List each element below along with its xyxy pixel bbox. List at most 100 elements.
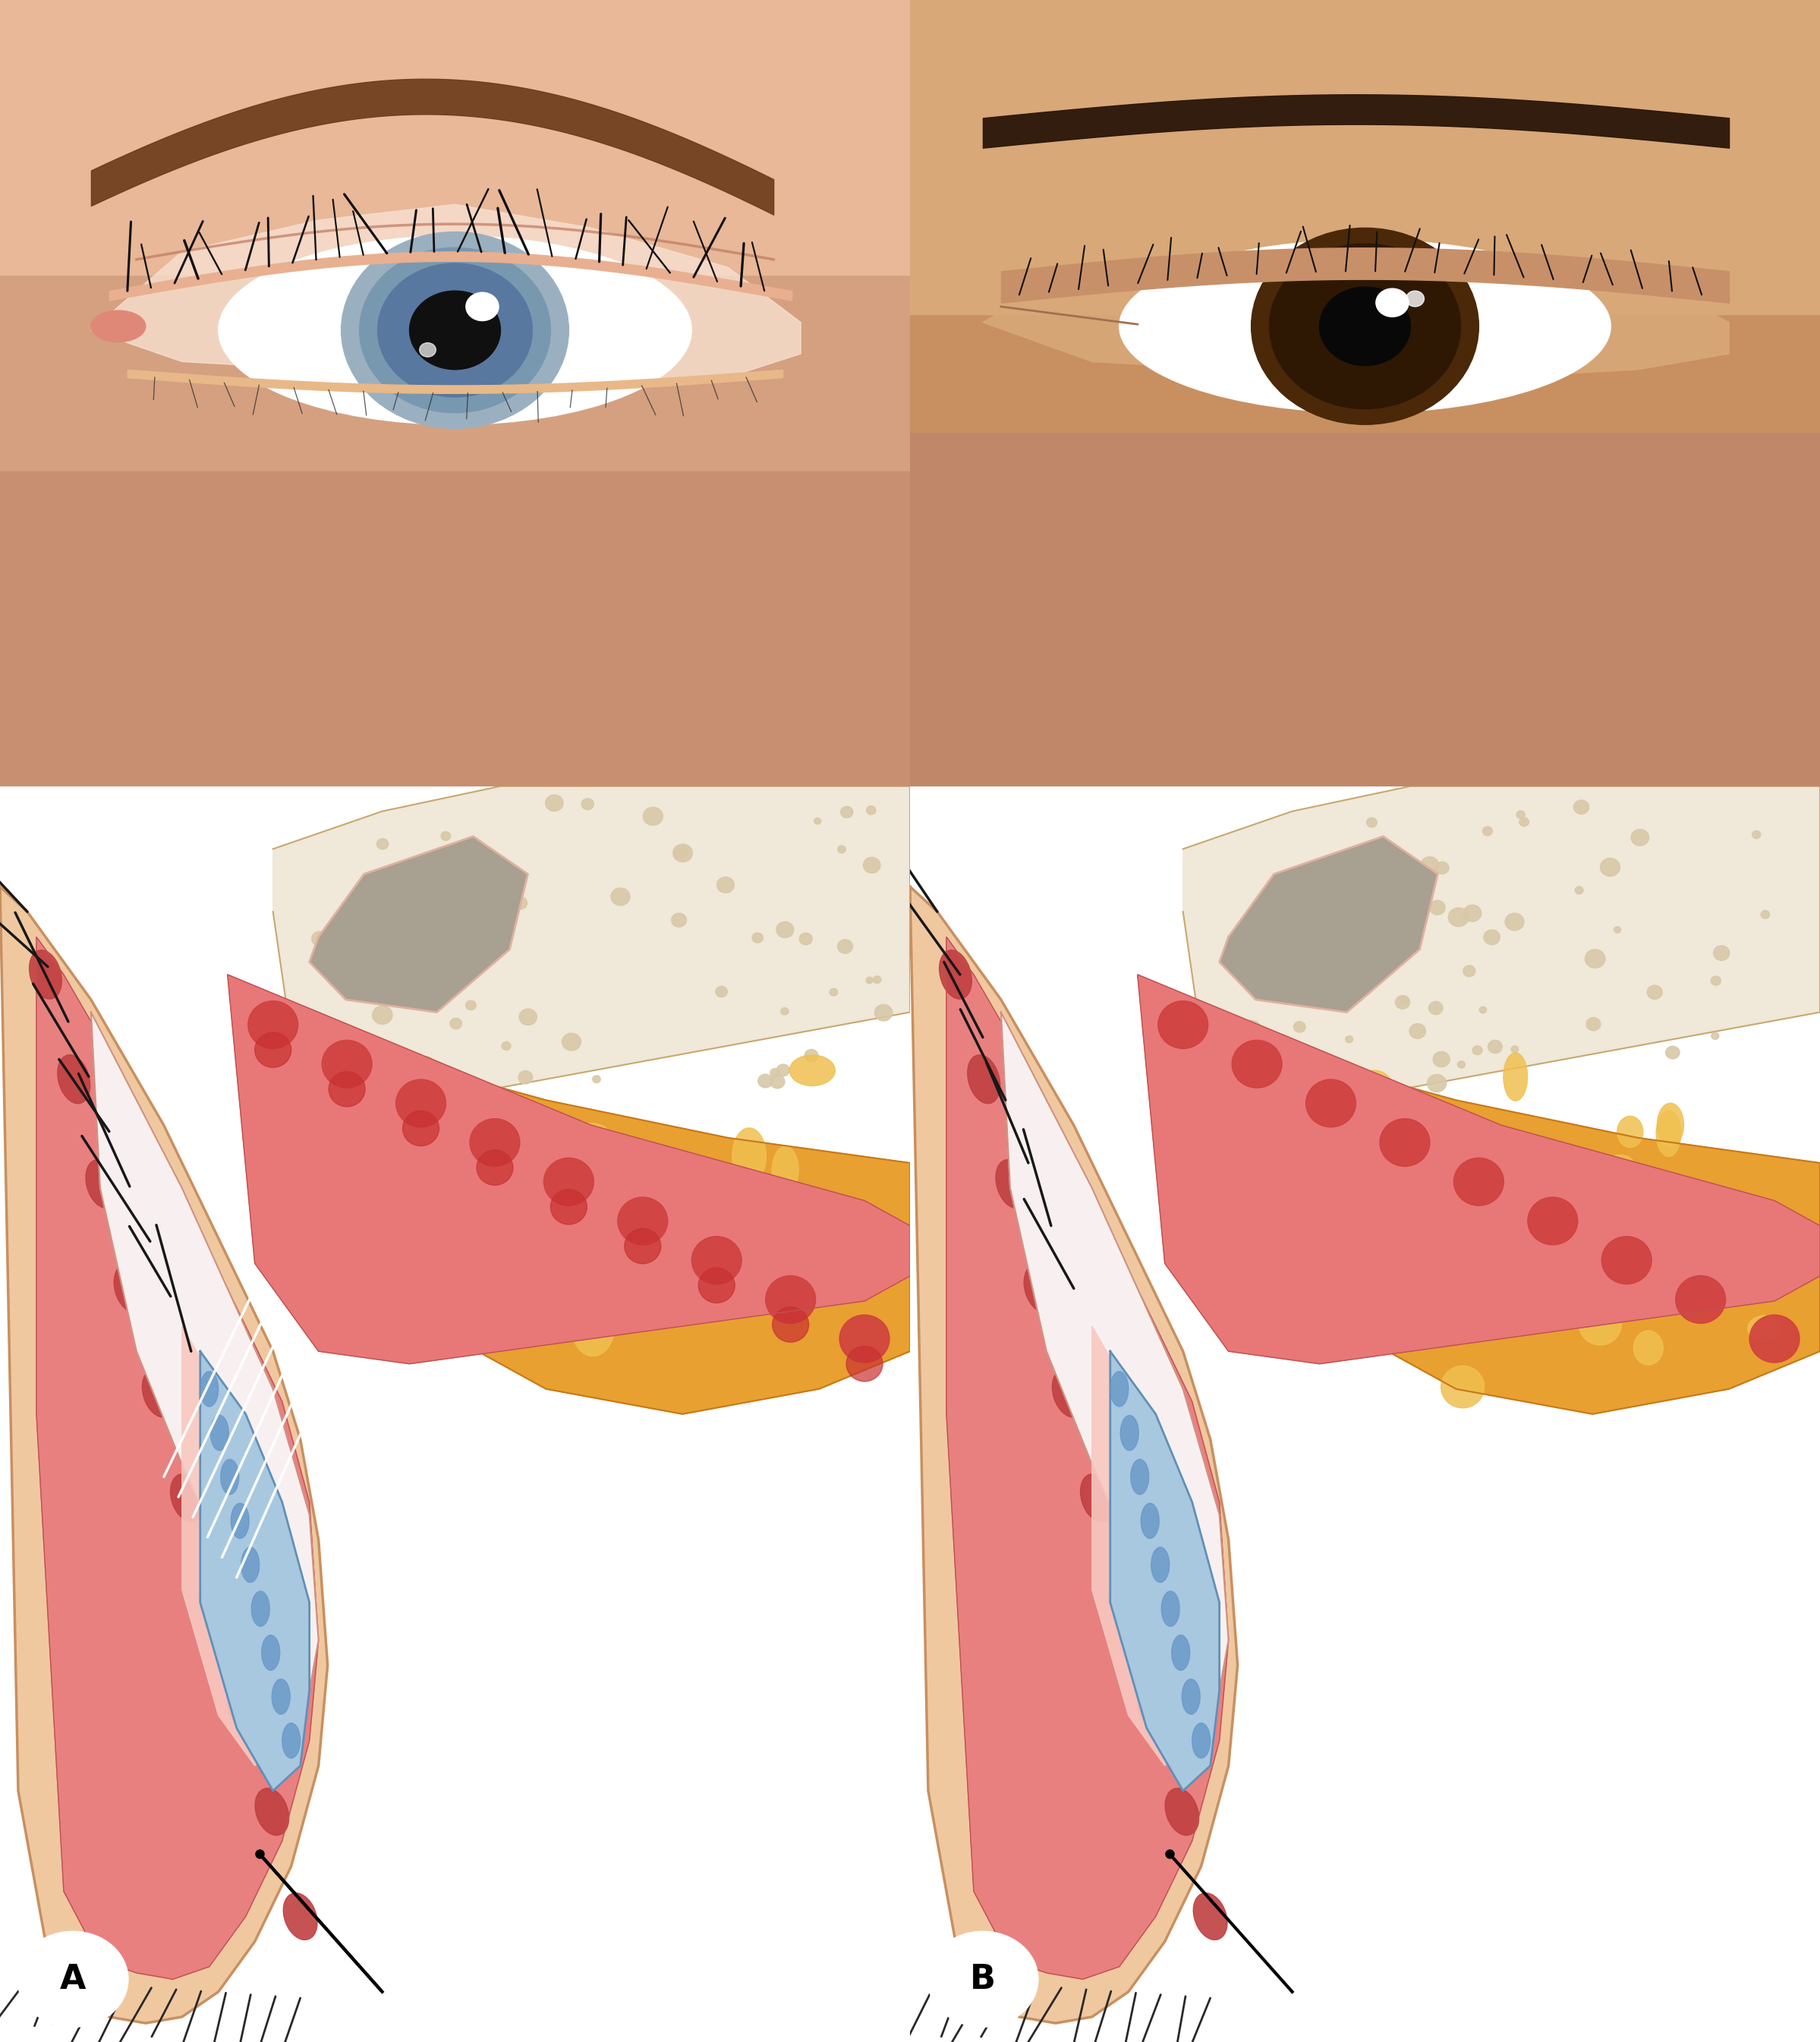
Ellipse shape: [519, 1009, 537, 1025]
Ellipse shape: [502, 1041, 511, 1050]
Ellipse shape: [1520, 817, 1529, 827]
Bar: [0, 472, 910, 786]
Polygon shape: [983, 229, 1729, 378]
Ellipse shape: [544, 1158, 593, 1205]
Ellipse shape: [799, 933, 812, 945]
Ellipse shape: [240, 1548, 260, 1583]
Ellipse shape: [732, 1127, 766, 1184]
Ellipse shape: [91, 310, 146, 341]
Ellipse shape: [284, 1893, 317, 1940]
Ellipse shape: [1665, 1046, 1680, 1060]
Ellipse shape: [402, 1111, 439, 1146]
Ellipse shape: [1367, 817, 1378, 827]
Ellipse shape: [373, 1007, 393, 1025]
Ellipse shape: [1441, 1366, 1485, 1409]
Ellipse shape: [1463, 1311, 1505, 1342]
Ellipse shape: [699, 1268, 735, 1303]
Ellipse shape: [248, 1001, 298, 1050]
Ellipse shape: [673, 1215, 708, 1264]
Ellipse shape: [1458, 1062, 1465, 1068]
Ellipse shape: [1600, 858, 1620, 876]
Ellipse shape: [1345, 1035, 1352, 1043]
Ellipse shape: [1108, 1578, 1143, 1625]
Ellipse shape: [1711, 1033, 1718, 1039]
Ellipse shape: [1400, 996, 1409, 1003]
Polygon shape: [910, 886, 1238, 2024]
Ellipse shape: [1463, 905, 1481, 921]
Ellipse shape: [86, 1160, 118, 1209]
Ellipse shape: [1432, 1052, 1451, 1068]
Ellipse shape: [766, 1276, 815, 1323]
Ellipse shape: [866, 807, 875, 815]
Ellipse shape: [1587, 1017, 1600, 1031]
Ellipse shape: [411, 1133, 457, 1182]
Ellipse shape: [1081, 1474, 1114, 1521]
Polygon shape: [91, 204, 801, 386]
Ellipse shape: [1607, 1199, 1645, 1248]
Ellipse shape: [1480, 1007, 1487, 1013]
Ellipse shape: [582, 798, 593, 811]
Ellipse shape: [624, 1229, 661, 1264]
Ellipse shape: [251, 1591, 269, 1625]
Ellipse shape: [1241, 1021, 1261, 1039]
Ellipse shape: [440, 1180, 477, 1219]
Bar: [910, 433, 1820, 786]
Ellipse shape: [673, 843, 692, 862]
Polygon shape: [1092, 1325, 1201, 1766]
Ellipse shape: [1223, 1062, 1236, 1072]
Ellipse shape: [715, 986, 728, 996]
Ellipse shape: [781, 1007, 788, 1015]
Ellipse shape: [821, 1264, 850, 1301]
Ellipse shape: [1138, 1683, 1170, 1732]
Ellipse shape: [839, 1315, 890, 1362]
Ellipse shape: [1279, 1076, 1299, 1092]
Ellipse shape: [759, 1074, 773, 1088]
Ellipse shape: [544, 1166, 579, 1215]
Ellipse shape: [642, 807, 662, 825]
Ellipse shape: [440, 831, 451, 841]
Ellipse shape: [939, 950, 972, 999]
Ellipse shape: [470, 964, 480, 972]
Ellipse shape: [142, 1368, 175, 1417]
Ellipse shape: [770, 1074, 784, 1088]
Ellipse shape: [1656, 1111, 1682, 1156]
Ellipse shape: [1449, 909, 1469, 927]
Ellipse shape: [673, 845, 688, 858]
Ellipse shape: [804, 1050, 817, 1062]
Ellipse shape: [928, 1932, 1037, 2026]
Ellipse shape: [369, 970, 384, 982]
Ellipse shape: [1713, 945, 1729, 960]
Polygon shape: [227, 974, 910, 1364]
Ellipse shape: [1161, 1591, 1179, 1625]
Ellipse shape: [875, 1005, 892, 1021]
Ellipse shape: [672, 913, 686, 927]
Polygon shape: [1183, 786, 1820, 1101]
Ellipse shape: [841, 807, 854, 819]
Ellipse shape: [1605, 1156, 1634, 1180]
Ellipse shape: [58, 1056, 91, 1103]
Ellipse shape: [1618, 1117, 1643, 1148]
Ellipse shape: [115, 1264, 147, 1313]
Ellipse shape: [814, 819, 821, 825]
Ellipse shape: [624, 1176, 666, 1233]
Ellipse shape: [480, 1217, 511, 1266]
Ellipse shape: [519, 1070, 533, 1084]
Ellipse shape: [772, 1307, 808, 1342]
Text: A: A: [60, 1962, 86, 1995]
Ellipse shape: [271, 1679, 289, 1713]
Polygon shape: [309, 837, 528, 1013]
Ellipse shape: [324, 1021, 340, 1035]
Ellipse shape: [770, 1068, 779, 1076]
Ellipse shape: [866, 976, 874, 984]
Ellipse shape: [1052, 1368, 1085, 1417]
Ellipse shape: [1711, 976, 1722, 986]
Ellipse shape: [262, 1636, 280, 1670]
Ellipse shape: [1305, 1080, 1356, 1127]
Ellipse shape: [1585, 950, 1605, 968]
Ellipse shape: [1429, 1001, 1443, 1015]
Ellipse shape: [719, 1190, 744, 1246]
Circle shape: [360, 247, 550, 412]
Ellipse shape: [1192, 1723, 1210, 1758]
Ellipse shape: [1396, 996, 1410, 1009]
Ellipse shape: [470, 1119, 521, 1166]
